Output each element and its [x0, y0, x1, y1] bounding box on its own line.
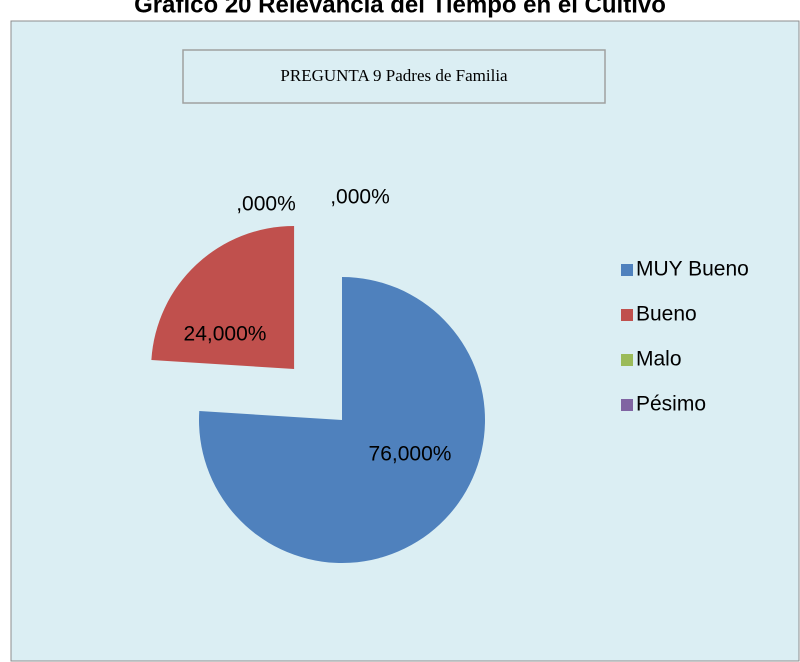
chart-subtitle: PREGUNTA 9 Padres de Familia [280, 66, 508, 85]
legend-label: MUY Bueno [636, 258, 749, 281]
data-label: ,000% [330, 186, 390, 209]
legend-swatch [621, 309, 633, 321]
legend-swatch [621, 399, 633, 411]
pie-slice [199, 277, 485, 563]
data-label: ,000% [236, 193, 296, 216]
legend-swatch [621, 264, 633, 276]
pie-slice [151, 225, 295, 369]
legend-label: Bueno [636, 303, 697, 326]
data-label: 24,000% [184, 323, 267, 346]
legend-label: Pésimo [636, 393, 706, 416]
data-label: 76,000% [369, 443, 452, 466]
chart-title: Gráfico 20 Relevancia del Tiempo en el C… [134, 0, 666, 18]
legend-label: Malo [636, 348, 682, 371]
subtitle-box [182, 49, 606, 104]
legend-swatch [621, 354, 633, 366]
